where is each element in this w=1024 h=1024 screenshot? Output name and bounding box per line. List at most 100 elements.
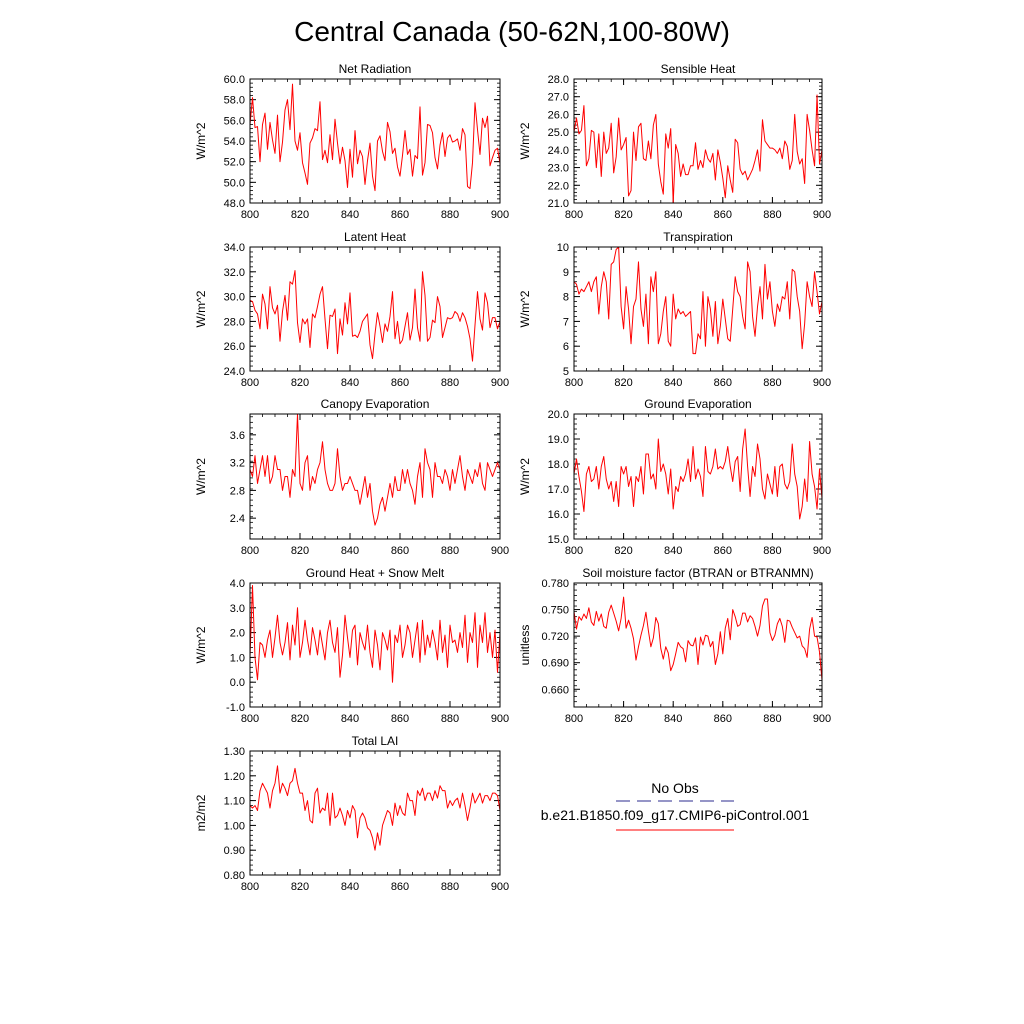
x-tick-label: 860 — [714, 377, 732, 389]
chart-panel: Ground Heat + Snow Melt W/m^2 800 820 840 860… — [194, 566, 509, 725]
y-tick-label: 0.90 — [224, 845, 245, 857]
y-tick-label: 3.6 — [230, 430, 245, 442]
y-tick-label: 4.0 — [230, 578, 245, 590]
y-tick-label: 28.0 — [548, 74, 569, 86]
x-tick-label: 880 — [441, 209, 459, 221]
y-tick-label: 0.690 — [541, 658, 569, 670]
data-series-line — [573, 94, 823, 204]
y-tick-label: 17.0 — [548, 484, 569, 496]
y-tick-label: 2.4 — [230, 513, 245, 525]
data-series-line — [573, 246, 823, 355]
chart-title: Ground Evaporation — [644, 397, 751, 411]
y-tick-label: 50.0 — [224, 177, 245, 189]
x-tick-label: 820 — [614, 377, 632, 389]
x-tick-label: 820 — [291, 209, 309, 221]
x-tick-label: 900 — [813, 377, 831, 389]
x-tick-label: 860 — [391, 713, 409, 725]
x-tick-label: 840 — [664, 377, 682, 389]
x-tick-label: 880 — [441, 881, 459, 893]
x-tick-label: 840 — [664, 713, 682, 725]
x-tick-label: 820 — [614, 713, 632, 725]
x-tick-label: 880 — [763, 545, 781, 557]
y-tick-label: 25.0 — [548, 127, 569, 139]
x-tick-label: 820 — [291, 713, 309, 725]
x-tick-label: 880 — [441, 377, 459, 389]
figure-title: Central Canada (50-62N,100-80W) — [294, 16, 730, 47]
x-tick-label: 860 — [714, 545, 732, 557]
x-tick-label: 900 — [813, 545, 831, 557]
plot-frame — [573, 582, 823, 708]
y-tick-label: 1.20 — [224, 771, 245, 783]
x-tick-label: 840 — [341, 881, 359, 893]
plot-frame — [249, 582, 501, 708]
x-tick-label: 860 — [391, 881, 409, 893]
y-axis-label: W/m^2 — [194, 290, 208, 327]
y-tick-label: 0.720 — [541, 631, 569, 643]
panels-group: Net Radiation W/m^2 800 820 840 860 880 900 48.0… — [194, 62, 831, 893]
y-tick-label: 30.0 — [224, 292, 245, 304]
y-tick-label: 34.0 — [224, 242, 245, 254]
x-tick-label: 800 — [565, 209, 583, 221]
x-tick-label: 840 — [664, 545, 682, 557]
chart-title: Total LAI — [352, 734, 399, 748]
x-tick-label: 880 — [763, 209, 781, 221]
y-tick-label: 24.0 — [224, 366, 245, 378]
y-tick-label: 8 — [563, 292, 569, 304]
y-tick-label: 56.0 — [224, 115, 245, 127]
x-tick-label: 900 — [491, 713, 509, 725]
x-tick-label: 800 — [565, 713, 583, 725]
x-tick-label: 840 — [664, 209, 682, 221]
x-tick-label: 860 — [391, 209, 409, 221]
x-tick-label: 800 — [241, 209, 259, 221]
y-tick-label: 54.0 — [224, 136, 245, 148]
chart-title: Net Radiation — [339, 62, 412, 76]
data-series-line — [249, 584, 501, 683]
y-tick-label: 1.0 — [230, 652, 245, 664]
y-tick-label: 0.780 — [541, 578, 569, 590]
data-series-line — [249, 765, 501, 851]
y-tick-label: 5 — [563, 366, 569, 378]
y-axis-label: W/m^2 — [518, 458, 532, 495]
y-axis-label: W/m^2 — [194, 458, 208, 495]
y-axis-label: m2/m2 — [194, 794, 208, 831]
x-tick-label: 820 — [614, 209, 632, 221]
y-tick-label: 0.0 — [230, 677, 245, 689]
x-tick-label: 820 — [291, 377, 309, 389]
y-axis-label: W/m^2 — [194, 626, 208, 663]
y-tick-label: 3.0 — [230, 603, 245, 615]
y-tick-label: 1.30 — [224, 746, 245, 758]
y-tick-label: 1.10 — [224, 796, 245, 808]
data-series-line — [573, 596, 823, 681]
x-tick-label: 900 — [491, 545, 509, 557]
data-series-line — [249, 413, 501, 526]
data-series-line — [573, 428, 823, 520]
chart-panel: Net Radiation W/m^2 800 820 840 860 880 900 48.0… — [194, 62, 509, 221]
x-tick-label: 820 — [291, 881, 309, 893]
x-tick-label: 820 — [291, 545, 309, 557]
y-tick-label: 2.8 — [230, 485, 245, 497]
x-tick-label: 800 — [241, 713, 259, 725]
y-tick-label: 48.0 — [224, 198, 245, 210]
x-tick-label: 840 — [341, 209, 359, 221]
x-tick-label: 840 — [341, 713, 359, 725]
y-tick-label: 24.0 — [548, 145, 569, 157]
y-tick-label: -1.0 — [226, 702, 245, 714]
y-tick-label: 7 — [563, 316, 569, 328]
x-tick-label: 860 — [714, 209, 732, 221]
chart-title: Transpiration — [663, 230, 733, 244]
y-axis-label: W/m^2 — [518, 122, 532, 159]
plot-frame — [249, 78, 501, 204]
x-tick-label: 860 — [391, 545, 409, 557]
y-tick-label: 19.0 — [548, 434, 569, 446]
y-tick-label: 6 — [563, 341, 569, 353]
chart-panel: Latent Heat W/m^2 800 820 840 860 880 900 24.0 26… — [194, 230, 509, 389]
chart-panel: Ground Evaporation W/m^2 800 820 840 860 880 90… — [518, 397, 831, 557]
legend: No Obs b.e21.B1850.f09_g17.CMIP6-piContr… — [541, 780, 809, 831]
x-tick-label: 800 — [241, 377, 259, 389]
y-tick-label: 3.2 — [230, 458, 245, 470]
plot-frame — [249, 413, 501, 540]
chart-panel: Sensible Heat W/m^2 800 820 840 860 880 900 21.0… — [518, 62, 831, 221]
chart-panel: Canopy Evaporation W/m^2 800 820 840 860 880 90… — [194, 397, 509, 557]
